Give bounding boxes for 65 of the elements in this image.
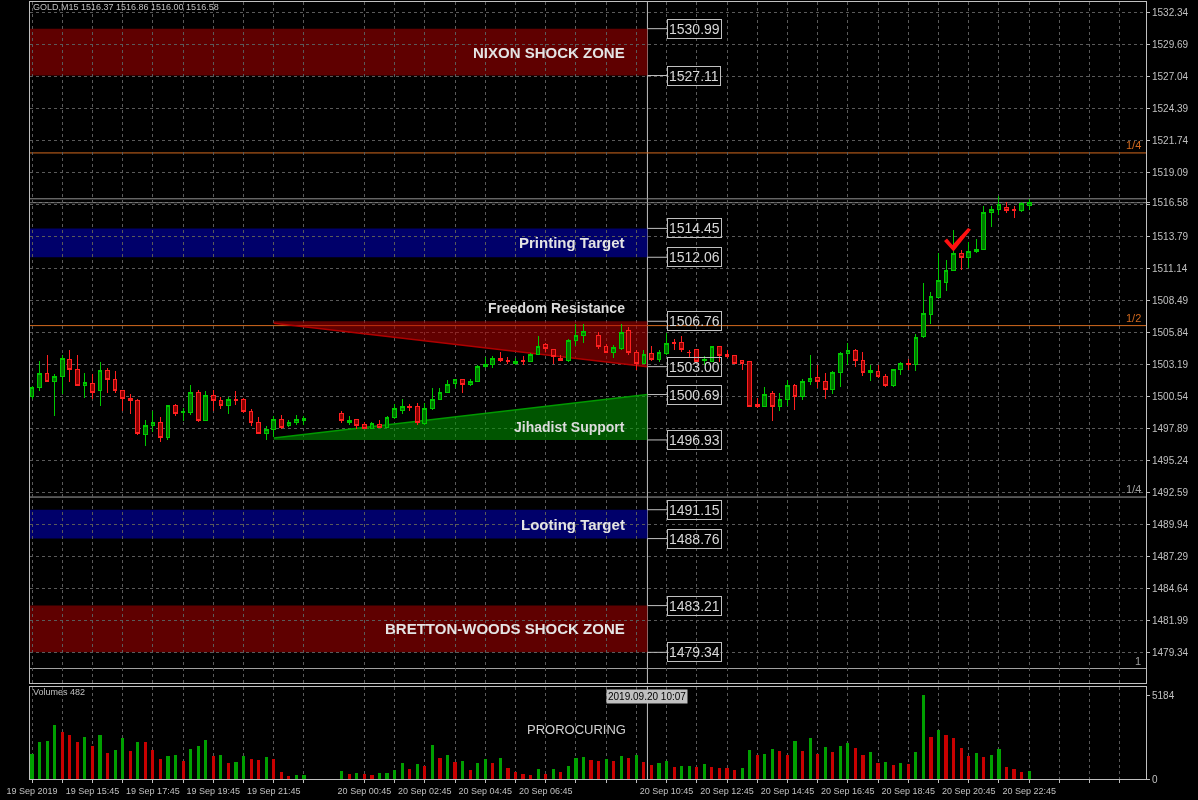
x-tick-label: 20 Sep 20:45: [941, 785, 996, 796]
x-tick-label: 19 Sep 21:45: [246, 785, 301, 796]
annotation: 1488.76: [669, 531, 720, 547]
annotation: 1530.99: [669, 21, 720, 37]
ref-line-label: 2019.09.20 10:07: [608, 691, 687, 702]
y-tick-label: 1511.14: [1152, 262, 1188, 274]
x-tick-label: 20 Sep 14:45: [760, 785, 815, 796]
x-tick-label: 20 Sep 04:45: [458, 785, 513, 796]
y-tick-label: 1529.69: [1152, 38, 1189, 50]
y-tick-label: 1489.94: [1152, 518, 1189, 530]
y-tick-label: 1524.39: [1152, 102, 1189, 114]
annotation: 1506.76: [669, 313, 720, 329]
y-tick-label: 1519.09: [1152, 166, 1189, 178]
annotation: 1491.15: [669, 502, 720, 518]
y-tick-label: 1532.34: [1152, 6, 1189, 18]
annotation: 1/4: [1126, 139, 1142, 151]
x-tick-label: 20 Sep 16:45: [821, 785, 875, 796]
y-tick-label: 1500.54: [1152, 390, 1189, 402]
x-tick-label: 19 Sep 17:45: [126, 785, 180, 796]
annotation: 1503.00: [669, 359, 720, 375]
annotation: 1483.21: [669, 598, 720, 614]
x-tick-label: 19 Sep 2019: [6, 785, 58, 796]
y-tick-label: 0: [1152, 773, 1158, 785]
y-tick-label: 1479.34: [1152, 646, 1189, 658]
y-tick-label: 1497.89: [1152, 422, 1189, 434]
x-tick-label: 20 Sep 00:45: [337, 785, 392, 796]
annotation: 1/2: [1126, 312, 1142, 324]
chart-title: GOLD,M15 1516.37 1516.86 1516.00 1516.58: [33, 2, 219, 13]
x-tick-label: 20 Sep 10:45: [639, 785, 694, 796]
series-label: Jihadist Support: [514, 419, 625, 435]
y-tick-label: 1503.19: [1152, 358, 1189, 370]
x-tick-label: 20 Sep 06:45: [518, 785, 573, 796]
annotation: 1527.11: [669, 68, 719, 84]
y-tick-label: 1505.84: [1152, 326, 1189, 338]
y-tick-label: 1527.04: [1152, 70, 1189, 82]
band-label: Looting Target: [521, 516, 625, 533]
band-label: BRETTON-WOODS SHOCK ZONE: [385, 620, 625, 637]
annotation: 1: [1135, 655, 1142, 667]
y-tick-label: 1516.58: [1152, 197, 1189, 209]
x-tick-label: 20 Sep 18:45: [881, 785, 936, 796]
y-tick-label: 1487.29: [1152, 550, 1189, 562]
x-tick-label: 20 Sep 12:45: [700, 785, 754, 796]
y-tick-label: 1484.64: [1152, 582, 1189, 594]
x-tick-label: 19 Sep 15:45: [65, 785, 120, 796]
annotation: 1514.45: [669, 220, 720, 236]
y-tick-label: 1521.74: [1152, 134, 1189, 146]
chart-title: Volumes 482: [33, 687, 86, 698]
annotation: 1512.06: [669, 249, 720, 265]
y-tick-label: 1495.24: [1152, 454, 1189, 466]
annotation: PROROCURING: [527, 722, 626, 737]
text: Freedom Resistance: [488, 300, 626, 316]
y-tick-label: 5184: [1152, 689, 1175, 701]
y-tick-label: 1508.49: [1152, 294, 1189, 306]
annotation: 1496.93: [669, 432, 720, 448]
annotation: 1500.69: [669, 387, 720, 403]
x-tick-label: 20 Sep 02:45: [398, 785, 452, 796]
x-tick-label: 19 Sep 19:45: [186, 785, 241, 796]
y-tick-label: 1492.59: [1152, 486, 1189, 498]
x-tick-label: 20 Sep 22:45: [1002, 785, 1056, 796]
y-tick-label: 1513.79: [1152, 230, 1189, 242]
annotation: 1/4: [1126, 483, 1142, 495]
band-label: NIXON SHOCK ZONE: [473, 44, 625, 61]
band-label: Printing Target: [519, 234, 625, 251]
y-tick-label: 1481.99: [1152, 614, 1189, 626]
annotation: 1479.34: [669, 644, 720, 660]
